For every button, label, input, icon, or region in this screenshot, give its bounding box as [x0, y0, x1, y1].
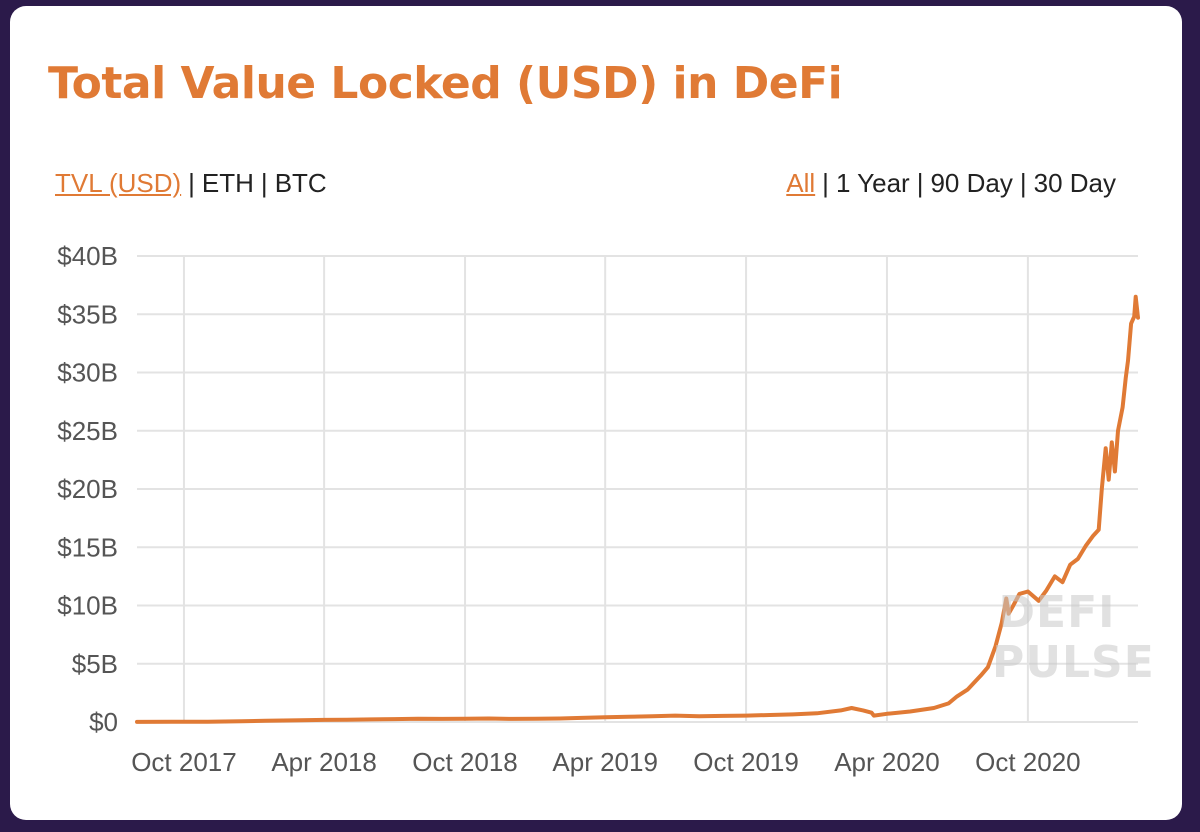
metric-option-tvl-usd[interactable]: TVL (USD)	[55, 168, 182, 198]
y-tick-label: $0	[89, 707, 118, 737]
x-tick-label: Apr 2020	[834, 747, 940, 777]
tvl-series-line	[135, 294, 1140, 724]
tvl-line-chart: $0 $5B $10B $15B $20B $25B $30B $35B $40B Oct 20…	[57, 241, 1140, 777]
y-tick-label: $10B	[57, 591, 118, 621]
metric-option-btc[interactable]: BTC	[274, 168, 327, 198]
y-axis-ticks: $0 $5B $10B $15B $20B $25B $30B $35B $40B	[57, 241, 118, 737]
y-tick-label: $20B	[57, 474, 118, 504]
chart-card: Total Value Locked (USD) in DeFi TVL (US…	[10, 6, 1182, 820]
x-tick-label: Apr 2018	[271, 747, 377, 777]
page-title: Total Value Locked (USD) in DeFi	[48, 58, 843, 109]
range-toggle: All | 1 Year | 90 Day | 30 Day	[786, 168, 1116, 199]
range-option-all[interactable]: All	[786, 168, 816, 198]
y-tick-label: $35B	[57, 299, 118, 329]
range-option-30-day[interactable]: 30 Day	[1033, 168, 1116, 198]
x-tick-label: Oct 2018	[412, 747, 518, 777]
separator: |	[260, 168, 268, 198]
horizontal-grid	[137, 255, 1138, 723]
metric-toggle: TVL (USD) | ETH | BTC	[55, 168, 327, 199]
separator: |	[1019, 168, 1027, 198]
x-tick-label: Oct 2019	[693, 747, 799, 777]
y-tick-label: $5B	[72, 649, 118, 679]
y-tick-label: $40B	[57, 241, 118, 271]
separator: |	[188, 168, 195, 198]
separator: |	[916, 168, 924, 198]
x-tick-label: Oct 2020	[975, 747, 1081, 777]
x-axis-ticks: Oct 2017 Apr 2018 Oct 2018 Apr 2019 Oct 2019…	[131, 747, 1080, 777]
range-option-90-day[interactable]: 90 Day	[930, 168, 1013, 198]
separator: |	[822, 168, 829, 198]
x-tick-label: Oct 2017	[131, 747, 237, 777]
range-option-1-year[interactable]: 1 Year	[835, 168, 910, 198]
y-tick-label: $30B	[57, 358, 118, 388]
metric-option-eth[interactable]: ETH	[201, 168, 254, 198]
x-tick-label: Apr 2019	[552, 747, 658, 777]
y-tick-label: $15B	[57, 532, 118, 562]
y-tick-label: $25B	[57, 416, 118, 446]
